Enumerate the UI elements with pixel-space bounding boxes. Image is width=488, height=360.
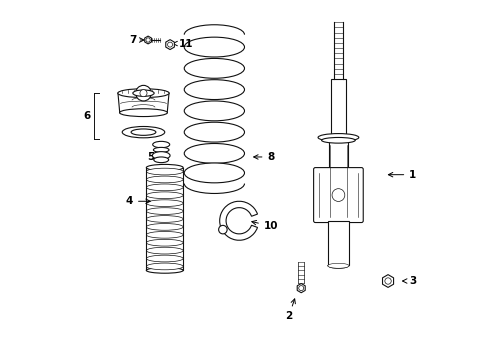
Ellipse shape [146, 231, 183, 238]
Ellipse shape [152, 141, 169, 148]
Ellipse shape [146, 224, 183, 230]
Ellipse shape [184, 101, 244, 121]
Polygon shape [382, 275, 393, 287]
Ellipse shape [321, 138, 355, 143]
Ellipse shape [146, 200, 183, 207]
Ellipse shape [146, 267, 183, 273]
Ellipse shape [146, 239, 183, 246]
Ellipse shape [146, 263, 183, 270]
Text: 1: 1 [387, 170, 416, 180]
Text: 4: 4 [125, 196, 150, 206]
Ellipse shape [146, 184, 183, 191]
Ellipse shape [131, 129, 156, 135]
Ellipse shape [118, 89, 169, 98]
FancyBboxPatch shape [313, 168, 363, 222]
Ellipse shape [146, 255, 183, 262]
Text: 11: 11 [172, 39, 193, 49]
Circle shape [167, 42, 172, 47]
Ellipse shape [122, 126, 164, 138]
Polygon shape [118, 93, 169, 113]
Polygon shape [144, 36, 151, 44]
Text: 3: 3 [402, 276, 416, 286]
Text: 6: 6 [83, 111, 90, 121]
FancyBboxPatch shape [330, 79, 346, 136]
Circle shape [135, 85, 151, 101]
Ellipse shape [153, 157, 168, 163]
Ellipse shape [184, 122, 244, 142]
FancyBboxPatch shape [327, 221, 348, 265]
Ellipse shape [327, 263, 348, 268]
Circle shape [384, 278, 390, 284]
FancyBboxPatch shape [328, 141, 347, 221]
Ellipse shape [119, 109, 167, 117]
Ellipse shape [146, 247, 183, 254]
Wedge shape [219, 201, 257, 240]
Ellipse shape [146, 168, 183, 175]
Circle shape [145, 38, 150, 42]
Circle shape [298, 285, 303, 291]
Text: 9: 9 [142, 129, 161, 139]
Text: 10: 10 [251, 220, 278, 231]
Circle shape [218, 225, 226, 234]
Ellipse shape [184, 58, 244, 78]
Polygon shape [297, 283, 305, 293]
Ellipse shape [184, 37, 244, 57]
Ellipse shape [153, 147, 169, 152]
Text: 8: 8 [253, 152, 274, 162]
Ellipse shape [184, 163, 244, 183]
Ellipse shape [152, 152, 170, 159]
Ellipse shape [133, 90, 154, 96]
Ellipse shape [146, 216, 183, 222]
Ellipse shape [146, 165, 183, 171]
Ellipse shape [146, 192, 183, 199]
Text: 5: 5 [147, 152, 164, 162]
Circle shape [140, 90, 147, 97]
Text: 2: 2 [285, 299, 295, 321]
Ellipse shape [317, 134, 358, 141]
Text: 7: 7 [129, 35, 136, 45]
Ellipse shape [184, 144, 244, 163]
Ellipse shape [146, 176, 183, 183]
Polygon shape [165, 40, 174, 50]
Ellipse shape [184, 80, 244, 100]
Ellipse shape [146, 208, 183, 215]
Circle shape [331, 189, 344, 202]
